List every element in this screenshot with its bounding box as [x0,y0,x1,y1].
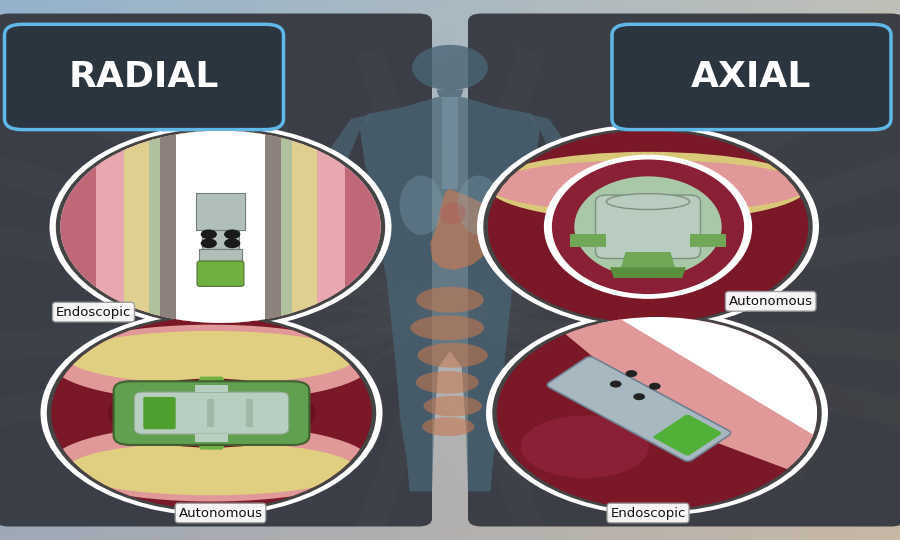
Polygon shape [610,267,686,278]
FancyBboxPatch shape [547,357,731,461]
FancyBboxPatch shape [0,14,432,526]
Ellipse shape [107,379,316,448]
Text: Endoscopic: Endoscopic [56,306,131,319]
Circle shape [488,131,808,323]
Polygon shape [360,97,540,491]
Ellipse shape [544,155,752,299]
Circle shape [50,124,392,329]
Text: Endoscopic: Endoscopic [610,507,686,519]
Circle shape [486,310,828,516]
FancyBboxPatch shape [612,24,891,130]
Ellipse shape [552,159,744,294]
Circle shape [224,230,240,239]
Text: AXIAL: AXIAL [691,60,812,93]
FancyBboxPatch shape [596,195,700,259]
FancyBboxPatch shape [197,261,244,286]
Polygon shape [436,90,464,97]
Polygon shape [526,113,590,289]
Circle shape [51,317,372,509]
Circle shape [483,128,813,326]
Circle shape [626,370,637,377]
Text: RADIAL: RADIAL [68,60,220,93]
Ellipse shape [416,371,479,394]
Circle shape [40,310,382,516]
Ellipse shape [416,287,484,313]
Polygon shape [207,399,214,427]
FancyBboxPatch shape [199,249,242,263]
Polygon shape [60,131,381,323]
Circle shape [47,314,376,512]
Text: Autonomous: Autonomous [729,295,813,308]
Polygon shape [430,189,495,270]
FancyBboxPatch shape [134,392,289,434]
Circle shape [497,317,817,509]
Circle shape [492,314,822,512]
Ellipse shape [439,203,466,224]
Polygon shape [266,131,292,323]
Polygon shape [195,434,228,442]
FancyBboxPatch shape [113,381,310,445]
Circle shape [477,124,819,329]
Polygon shape [571,234,607,247]
Circle shape [649,383,661,390]
Polygon shape [95,131,346,323]
Circle shape [634,393,645,400]
Ellipse shape [410,315,484,340]
FancyBboxPatch shape [653,415,721,456]
Ellipse shape [521,415,649,478]
Ellipse shape [68,442,356,495]
Polygon shape [195,440,228,450]
FancyBboxPatch shape [202,230,238,249]
Ellipse shape [51,325,372,402]
Ellipse shape [68,331,356,384]
Ellipse shape [607,194,689,210]
Ellipse shape [488,160,808,213]
FancyBboxPatch shape [143,397,176,429]
Polygon shape [246,399,253,427]
Circle shape [56,128,385,326]
Ellipse shape [422,417,474,436]
FancyBboxPatch shape [196,193,245,230]
Ellipse shape [128,387,295,440]
Polygon shape [442,97,458,189]
Ellipse shape [400,176,443,235]
Ellipse shape [418,343,488,368]
Text: Autonomous: Autonomous [178,507,263,519]
Ellipse shape [457,176,500,235]
Polygon shape [195,376,228,386]
FancyBboxPatch shape [468,14,900,526]
Circle shape [610,381,622,388]
Circle shape [201,230,217,239]
Polygon shape [176,131,266,323]
Polygon shape [689,234,725,247]
Circle shape [60,131,381,323]
Polygon shape [310,113,374,289]
Circle shape [224,239,240,248]
Circle shape [497,317,817,509]
Polygon shape [544,317,817,481]
Circle shape [51,317,372,509]
FancyBboxPatch shape [4,24,284,130]
Circle shape [412,45,488,90]
Polygon shape [195,384,228,392]
Ellipse shape [488,152,808,221]
Circle shape [201,239,217,248]
Polygon shape [124,131,317,323]
Ellipse shape [120,383,303,443]
Polygon shape [593,317,817,466]
Ellipse shape [51,424,372,502]
Polygon shape [159,131,282,323]
Ellipse shape [423,396,482,416]
Ellipse shape [574,177,722,277]
Polygon shape [148,131,176,323]
Polygon shape [621,252,675,267]
Circle shape [488,131,808,323]
